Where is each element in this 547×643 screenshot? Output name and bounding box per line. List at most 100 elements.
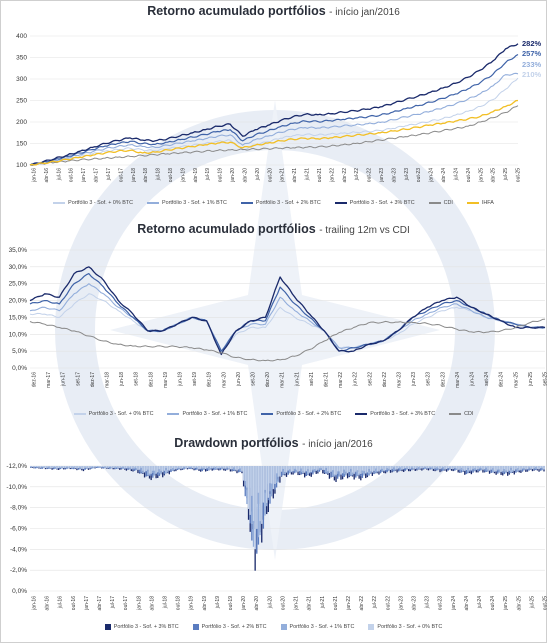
drawdown-bar-portf-lio-3-sof-0-btc-42 xyxy=(99,466,101,468)
legend-label-cumulative-2: Portfólio 3 - Sof. + 2% BTC xyxy=(255,200,321,206)
x-tick-trailing-2: jun-17 xyxy=(61,372,67,387)
x-tick-trailing-33: mar-25 xyxy=(513,372,519,388)
drawdown-bar-portf-lio-3-sof-0-btc-216 xyxy=(386,466,388,469)
drawdown-bar-portf-lio-3-sof-0-btc-232 xyxy=(412,466,415,469)
series-line-cumulative-portf-lio-3-sof-3-btc xyxy=(29,43,519,166)
drawdown-bar-portf-lio-3-sof-0-btc-168 xyxy=(307,466,309,470)
legend-label-cumulative-3: Portfólio 3 - Sof. + 3% BTC xyxy=(349,200,415,206)
drawdown-bar-portf-lio-3-sof-0-btc-208 xyxy=(373,466,375,471)
drawdown-bar-portf-lio-3-sof-0-btc-50 xyxy=(112,466,114,469)
y-tick-drawdown-4: -8,0% xyxy=(10,505,27,512)
series-line-cumulative-portf-lio-3-sof-1-btc xyxy=(29,72,519,166)
drawdown-bar-portf-lio-3-sof-0-btc-267 xyxy=(470,466,473,471)
y-tick-cumulative-0: 100 xyxy=(16,162,27,169)
x-tick-cumulative-12: jan-19 xyxy=(180,168,186,183)
legend-item-trailing-1: Portfólio 3 - Sof. + 1% BTC xyxy=(167,411,247,417)
drawdown-bar-portf-lio-3-sof-0-btc-171 xyxy=(312,466,314,470)
drawdown-bar-portf-lio-3-sof-0-btc-209 xyxy=(374,466,377,469)
drawdown-bar-portf-lio-3-sof-0-btc-151 xyxy=(279,466,281,477)
drawdown-bar-portf-lio-3-sof-0-btc-85 xyxy=(170,466,172,470)
x-tick-drawdown-18: jul-20 xyxy=(267,596,273,609)
drawdown-bar-portf-lio-3-sof-0-btc-92 xyxy=(181,466,184,469)
x-tick-trailing-17: mar-21 xyxy=(280,372,286,388)
x-tick-trailing-19: set-21 xyxy=(309,372,315,386)
legend-item-cumulative-5: IHFA xyxy=(466,200,494,206)
legend-item-cumulative-1: Portfólio 3 - Sof. + 1% BTC xyxy=(146,200,227,206)
drawdown-bar-portf-lio-3-sof-1-btc-164 xyxy=(300,466,303,473)
drawdown-bar-portf-lio-3-sof-0-btc-78 xyxy=(158,466,161,470)
drawdown-bar-portf-lio-3-sof-0-btc-73 xyxy=(150,466,152,474)
x-tick-drawdown-8: jan-18 xyxy=(136,596,142,611)
drawdown-bar-portf-lio-3-sof-1-btc-26 xyxy=(72,466,75,469)
legend-item-drawdown-3: Portfólio 3 - Sof. + 0% BTC xyxy=(368,624,442,630)
drawdown-bar-portf-lio-3-sof-0-btc-244 xyxy=(432,466,435,469)
y-tick-trailing-7: 35,0% xyxy=(9,247,28,254)
series-line-cumulative-portf-lio-3-sof-2-btc xyxy=(29,53,519,166)
drawdown-bar-portf-lio-3-sof-0-btc-145 xyxy=(269,466,271,484)
drawdown-bar-portf-lio-3-sof-0-btc-95 xyxy=(186,466,189,469)
legend-label-cumulative-1: Portfólio 3 - Sof. + 1% BTC xyxy=(161,200,227,206)
x-tick-trailing-14: jun-20 xyxy=(236,372,242,387)
x-tick-cumulative-35: out-24 xyxy=(466,168,472,182)
drawdown-bar-portf-lio-3-sof-0-btc-184 xyxy=(333,466,336,475)
drawdown-bar-portf-lio-3-sof-0-btc-38 xyxy=(92,466,95,468)
x-tick-cumulative-31: out-23 xyxy=(416,168,422,182)
x-tick-cumulative-6: jul-17 xyxy=(106,168,112,181)
drawdown-bar-portf-lio-3-sof-0-btc-172 xyxy=(313,466,316,470)
x-tick-trailing-22: jun-22 xyxy=(353,372,359,387)
drawdown-bar-portf-lio-3-sof-0-btc-285 xyxy=(500,466,502,472)
x-tick-trailing-7: set-18 xyxy=(134,372,140,386)
drawdown-bar-portf-lio-3-sof-0-btc-199 xyxy=(358,466,360,474)
drawdown-bar-portf-lio-3-sof-0-btc-310 xyxy=(541,466,544,468)
drawdown-bar-portf-lio-3-sof-0-btc-269 xyxy=(474,466,476,469)
drawdown-bar-portf-lio-3-sof-1-btc-97 xyxy=(190,466,192,469)
drawdown-bar-portf-lio-3-sof-1-btc-250 xyxy=(442,466,444,470)
drawdown-bar-portf-lio-3-sof-0-btc-26 xyxy=(72,466,75,467)
drawdown-bar-portf-lio-3-sof-0-btc-113 xyxy=(216,466,218,468)
legend-label-drawdown-2: Portfólio 3 - Sof. + 1% BTC xyxy=(289,624,355,630)
x-tick-trailing-32: dez-24 xyxy=(499,372,505,388)
drawdown-bar-portf-lio-3-sof-0-btc-192 xyxy=(346,466,349,474)
legend-item-trailing-2: Portfólio 3 - Sof. + 2% BTC xyxy=(261,411,341,417)
x-tick-drawdown-17: abr-20 xyxy=(254,596,260,611)
drawdown-bar-portf-lio-3-sof-0-btc-260 xyxy=(459,466,461,470)
drawdown-bar-portf-lio-3-sof-0-btc-82 xyxy=(165,466,167,469)
drawdown-bar-portf-lio-3-sof-0-btc-150 xyxy=(277,466,279,477)
drawdown-bar-portf-lio-3-sof-0-btc-86 xyxy=(171,466,174,469)
drawdown-bar-portf-lio-3-sof-0-btc-155 xyxy=(285,466,288,473)
drawdown-bar-portf-lio-3-sof-0-btc-292 xyxy=(511,466,514,471)
drawdown-bar-portf-lio-3-sof-0-btc-180 xyxy=(327,466,329,472)
y-tick-drawdown-6: -12,0% xyxy=(6,463,27,470)
drawdown-bar-portf-lio-3-sof-0-btc-121 xyxy=(229,466,232,470)
drawdown-bar-portf-lio-3-sof-0-btc-307 xyxy=(536,466,539,469)
x-tick-cumulative-33: abr-24 xyxy=(441,168,447,183)
drawdown-bar-portf-lio-3-sof-0-btc-170 xyxy=(310,466,312,473)
x-tick-drawdown-35: out-24 xyxy=(490,596,496,610)
y-tick-cumulative-3: 250 xyxy=(16,98,27,105)
drawdown-bar-portf-lio-3-sof-0-btc-301 xyxy=(526,466,529,470)
drawdown-bar-portf-lio-3-sof-0-btc-219 xyxy=(391,466,393,470)
drawdown-bar-portf-lio-3-sof-1-btc-280 xyxy=(492,466,494,472)
drawdown-bar-portf-lio-3-sof-0-btc-68 xyxy=(142,466,144,471)
legend-swatch-drawdown-0 xyxy=(104,624,111,630)
drawdown-bar-portf-lio-3-sof-0-btc-91 xyxy=(180,466,182,469)
drawdown-bar-portf-lio-3-sof-0-btc-247 xyxy=(437,466,440,469)
y-tick-cumulative-2: 200 xyxy=(16,119,27,126)
drawdown-bar-portf-lio-3-sof-1-btc-37 xyxy=(91,466,93,469)
y-tick-drawdown-5: -10,0% xyxy=(6,484,27,491)
drawdown-bar-portf-lio-3-sof-0-btc-33 xyxy=(84,466,86,468)
drawdown-bar-portf-lio-3-sof-0-btc-84 xyxy=(168,466,170,471)
drawdown-bar-portf-lio-3-sof-0-btc-298 xyxy=(521,466,524,469)
drawdown-bar-portf-lio-3-sof-0-btc-309 xyxy=(540,466,542,469)
x-tick-drawdown-6: jul-17 xyxy=(110,596,116,609)
drawdown-bar-portf-lio-3-sof-0-btc-20 xyxy=(63,466,65,469)
x-tick-cumulative-20: jan-21 xyxy=(280,168,286,183)
x-tick-cumulative-2: jul-16 xyxy=(56,168,62,181)
drawdown-bar-portf-lio-3-sof-0-btc-185 xyxy=(335,466,337,475)
drawdown-bar-portf-lio-3-sof-0-btc-106 xyxy=(204,466,207,469)
drawdown-bar-portf-lio-3-sof-0-btc-287 xyxy=(503,466,506,470)
legend-swatch-drawdown-2 xyxy=(280,624,287,630)
drawdown-bar-portf-lio-3-sof-0-btc-272 xyxy=(478,466,481,468)
drawdown-bar-portf-lio-3-sof-0-btc-148 xyxy=(274,466,276,484)
legend-swatch-trailing-2 xyxy=(261,413,274,415)
